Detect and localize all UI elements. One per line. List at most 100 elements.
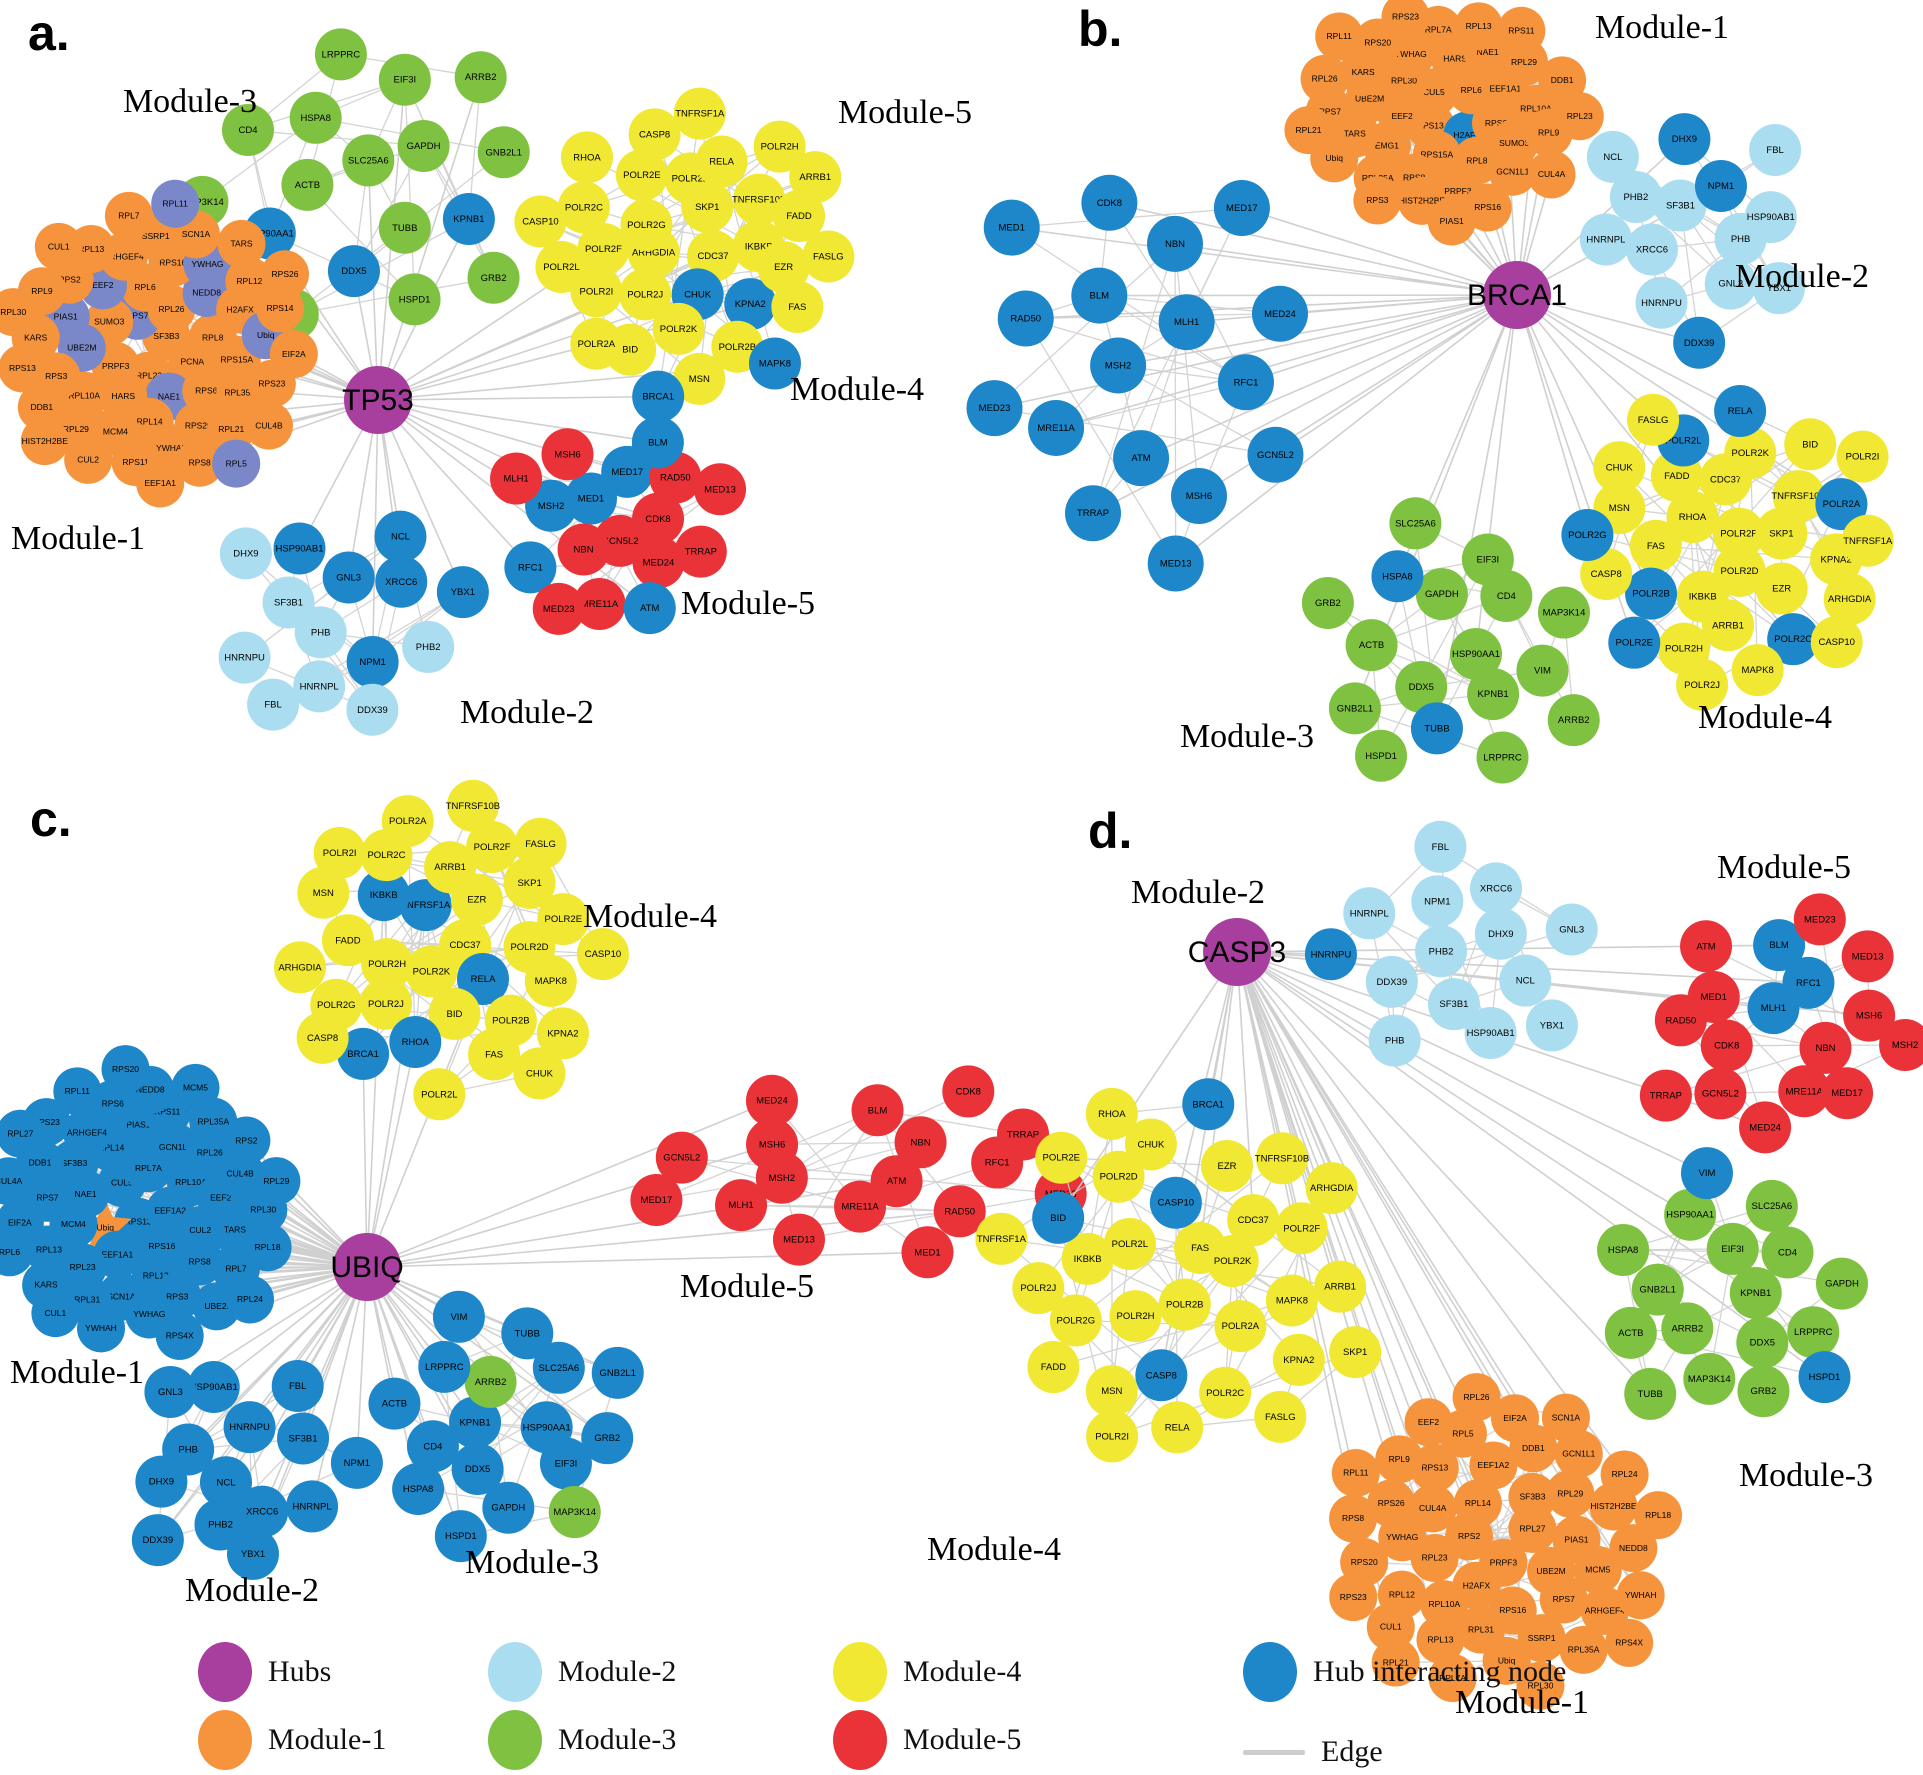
node-label: RPL30 — [0, 307, 26, 317]
node-RHOA — [1666, 491, 1719, 544]
node-MSH2 — [525, 479, 578, 532]
node-label: EIF3I — [1476, 554, 1499, 565]
node-label: RPL9 — [1389, 1454, 1411, 1464]
node-ARHGDIA — [1305, 1162, 1358, 1215]
node-label: MED1 — [914, 1247, 940, 1258]
node-label: RPS6 — [102, 1099, 124, 1109]
node-POLR2B — [1625, 567, 1678, 620]
node-label: ARRB2 — [1671, 1323, 1703, 1334]
node-label: GCN1L1 — [159, 1142, 192, 1152]
node-RPL26 — [1300, 54, 1349, 103]
node-label: RPS26 — [1378, 1498, 1405, 1508]
node-label: POLR2C — [367, 850, 405, 861]
node-label: LRPPRC — [425, 1362, 464, 1373]
node-label: NAE1 — [74, 1189, 96, 1199]
node-label: RPS8 — [188, 1256, 210, 1266]
node-label: BRCA1 — [347, 1049, 379, 1060]
node-label: ACTB — [1618, 1328, 1643, 1339]
node-MSH2 — [1090, 337, 1147, 394]
node-HNRNPU — [223, 1401, 276, 1454]
node-YWHAH — [77, 1304, 126, 1353]
legend-label-module-5: Module-5 — [903, 1723, 1022, 1756]
node-MRE11A — [1028, 399, 1085, 456]
node-label: UBE2I — [204, 1301, 229, 1311]
node-label: FAS — [1191, 1243, 1209, 1254]
node-label: HNRNPU — [1641, 298, 1682, 309]
node-label: RPS16 — [1474, 202, 1501, 212]
node-NBN — [894, 1116, 947, 1169]
node-label: SLC25A6 — [1752, 1201, 1793, 1212]
node-NCL — [374, 510, 427, 563]
node-MED1 — [565, 472, 618, 525]
node-ACTB — [1604, 1306, 1657, 1359]
node-CDC37 — [1227, 1194, 1280, 1247]
node-label: RPL29 — [1557, 1488, 1583, 1498]
module-4-swatch-icon — [833, 1642, 887, 1702]
node-GNB2L1 — [477, 126, 530, 179]
node-label: FADD — [786, 211, 811, 222]
node-EIF2A — [269, 330, 318, 379]
node-HNRNPU — [1304, 928, 1357, 981]
node-label: POLR2L — [1665, 435, 1701, 446]
node-IKBKB — [357, 869, 410, 922]
node-label: IKBKB — [1074, 1254, 1102, 1265]
node-RPL24 — [225, 1275, 274, 1324]
node-label: GCN1L1 — [1562, 1448, 1595, 1458]
node-label: HSP90AB1 — [275, 543, 323, 554]
node-label: RPL13 — [78, 244, 104, 254]
node-label: HSP90AA1 — [246, 229, 294, 240]
node-label: YWHAG — [1395, 49, 1427, 59]
node-label: HSPA8 — [300, 113, 330, 124]
node-label: XRCC6 — [1480, 883, 1512, 894]
node-label: MED1 — [999, 223, 1025, 234]
node-POLR2I — [1836, 430, 1889, 483]
node-DDX39 — [1673, 316, 1726, 369]
module-2-swatch-icon — [488, 1642, 542, 1702]
node-label: TARS — [224, 1225, 246, 1235]
node-VIM — [1516, 644, 1569, 697]
node-label: HSPD1 — [399, 294, 431, 305]
node-MSH6 — [1843, 989, 1896, 1042]
node-label: HNRNPL — [1586, 235, 1625, 246]
node-NPM1 — [346, 635, 399, 688]
node-label: SUMO3 — [1499, 138, 1530, 148]
node-label: FBL — [1432, 842, 1449, 853]
node-TNFRSF1A — [399, 879, 452, 932]
node-label: CUL2 — [77, 455, 99, 465]
node-label: EIF2A — [8, 1217, 32, 1227]
node-label: DHX9 — [233, 548, 258, 559]
node-label: POLR2A — [1823, 499, 1861, 510]
node-DHX9 — [1658, 113, 1711, 166]
node-KPNA2 — [536, 1007, 589, 1060]
node-label: RPL10A — [68, 390, 100, 400]
node-RAD50 — [997, 290, 1054, 347]
node-RPL11 — [1331, 1448, 1380, 1497]
node-label: SCN1A — [1552, 1412, 1581, 1422]
node-MED23 — [966, 380, 1023, 437]
node-HSPD1 — [434, 1510, 487, 1563]
node-SCN1A — [1541, 1393, 1590, 1442]
node-ACTB — [281, 158, 334, 211]
node-GCN1L1 — [1488, 147, 1537, 196]
node-RPL27 — [0, 1109, 45, 1158]
module-label: Module-5 — [681, 585, 815, 622]
node-BLM — [631, 416, 684, 469]
node-label: ARHGDIA — [1310, 1183, 1354, 1194]
node-DDX39 — [346, 683, 399, 736]
node-GNB2L1 — [591, 1346, 644, 1399]
node-HSP90AB1 — [1464, 1006, 1517, 1059]
node-label: YBX1 — [241, 1549, 265, 1560]
node-label: BID — [447, 1009, 463, 1020]
node-SKP1 — [1329, 1326, 1382, 1379]
node-YBX1 — [226, 1527, 279, 1580]
node-RPL29 — [252, 1157, 301, 1206]
node-POLR2E — [615, 149, 668, 202]
node-CUL1 — [1366, 1603, 1415, 1652]
node-label: SF3B3 — [153, 331, 179, 341]
node-CUL4A — [1408, 1484, 1457, 1533]
node-label: RELA — [471, 974, 496, 985]
node-label: ACTB — [295, 180, 320, 191]
node-label: POLR2L — [1112, 1239, 1148, 1250]
node-label: TRRAP — [1650, 1091, 1682, 1102]
node-POLR2K — [652, 302, 705, 355]
